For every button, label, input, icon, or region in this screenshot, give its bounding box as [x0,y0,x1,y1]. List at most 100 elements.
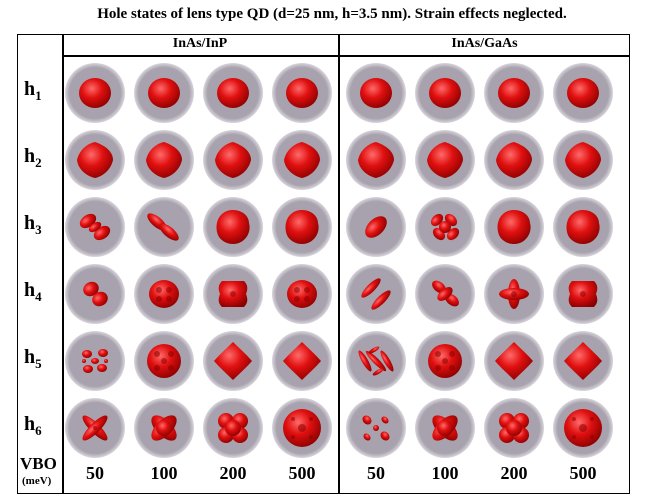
state-plot-h1-col2 [133,62,195,124]
state-plot-h5-col6 [414,330,476,392]
state-plot-h6-col8 [552,397,614,459]
vbo-value: 500 [569,463,597,483]
density-shape [82,415,108,441]
vbo-value: 500 [288,463,316,483]
state-plot-h2-col6 [414,129,476,191]
state-plot-h2-col2 [133,129,195,191]
state-plot-h1-col6 [414,62,476,124]
density-shape [566,210,600,245]
density-shape [496,142,532,178]
row-label-h3: h3 [24,212,42,237]
label-column-separator [62,34,64,494]
density-shape [428,344,462,378]
state-plot-h4-col3 [202,263,264,325]
state-plot-h4-col6 [414,263,476,325]
density-shape [285,210,319,245]
state-plot-h6-col6 [414,397,476,459]
density-shape [79,213,111,241]
state-plot-h1-col7 [483,62,545,124]
state-plot-h6-col3 [202,397,264,459]
density-shape [430,213,460,241]
density-shape [218,281,248,307]
row-label-h2: h2 [24,145,42,170]
state-plot-h4-col1 [64,263,126,325]
state-plot-h4-col5 [345,263,407,325]
state-plot-h6-col1 [64,397,126,459]
density-shape [215,142,251,178]
header-separator [62,55,630,57]
density-shape [286,78,318,108]
state-plot-h4-col7 [483,263,545,325]
state-plot-h4-col4 [271,263,333,325]
density-shape [432,415,458,441]
row-label-h4: h4 [24,279,42,304]
figure-title: Hole states of lens type QD (d=25 nm, h=… [97,6,567,22]
state-plot-h2-col4 [271,129,333,191]
density-shape [146,142,182,178]
figure-frame [17,34,630,494]
density-shape [495,342,533,380]
state-plot-h2-col7 [483,129,545,191]
vbo-value: 200 [219,463,247,483]
state-plot-h5-col8 [552,330,614,392]
density-shape [567,78,599,108]
density-shape [568,281,598,307]
state-plot-h4-col8 [552,263,614,325]
state-plot-h3-col8 [552,196,614,258]
vbo-label: VBO [20,454,57,473]
density-shape [362,415,390,441]
density-shape [497,210,531,245]
density-shape [358,142,394,178]
density-shape [79,78,111,108]
state-plot-h5-col5 [345,330,407,392]
density-shape [358,346,394,376]
state-plot-h3-col2 [133,196,195,258]
vbo-unit: (meV) [22,475,52,487]
row-label-h6: h6 [24,413,42,438]
state-plot-h5-col3 [202,330,264,392]
density-shape [287,280,317,308]
density-shape [564,342,602,380]
density-shape [147,213,179,241]
state-plot-h3-col5 [345,196,407,258]
density-shape [283,342,321,380]
density-shape [429,78,461,108]
density-shape [147,344,181,378]
density-shape [214,342,252,380]
state-plot-h1-col4 [271,62,333,124]
row-label-h1: h1 [24,78,42,103]
state-plot-h2-col3 [202,129,264,191]
density-shape [565,142,601,178]
group-label-inas-inp: InAs/InP [172,36,228,51]
state-plot-h4-col2 [133,263,195,325]
density-shape [217,78,249,108]
density-shape [361,278,391,310]
density-shape [218,413,248,443]
density-shape [82,349,108,373]
state-plot-h3-col7 [483,196,545,258]
density-shape [499,413,529,443]
dot-disc [346,264,406,324]
group-separator [338,34,340,494]
state-plot-h5-col1 [64,330,126,392]
state-plot-h3-col4 [271,196,333,258]
state-plot-h6-col5 [345,397,407,459]
density-shape [83,281,108,307]
group-label-inas-gaas: InAs/GaAs [451,36,518,51]
state-plot-h6-col2 [133,397,195,459]
density-shape [151,415,177,441]
state-plot-h1-col1 [64,62,126,124]
state-plot-h1-col3 [202,62,264,124]
density-shape [365,216,387,238]
density-shape [216,210,250,245]
vbo-value: 100 [431,463,459,483]
density-shape [149,280,179,308]
state-plot-h3-col6 [414,196,476,258]
state-plot-h2-col5 [345,129,407,191]
state-plot-h3-col3 [202,196,264,258]
state-plot-h2-col8 [552,129,614,191]
row-label-h5: h5 [24,346,42,371]
state-plot-h3-col1 [64,196,126,258]
state-plot-h1-col5 [345,62,407,124]
density-shape [77,142,113,178]
